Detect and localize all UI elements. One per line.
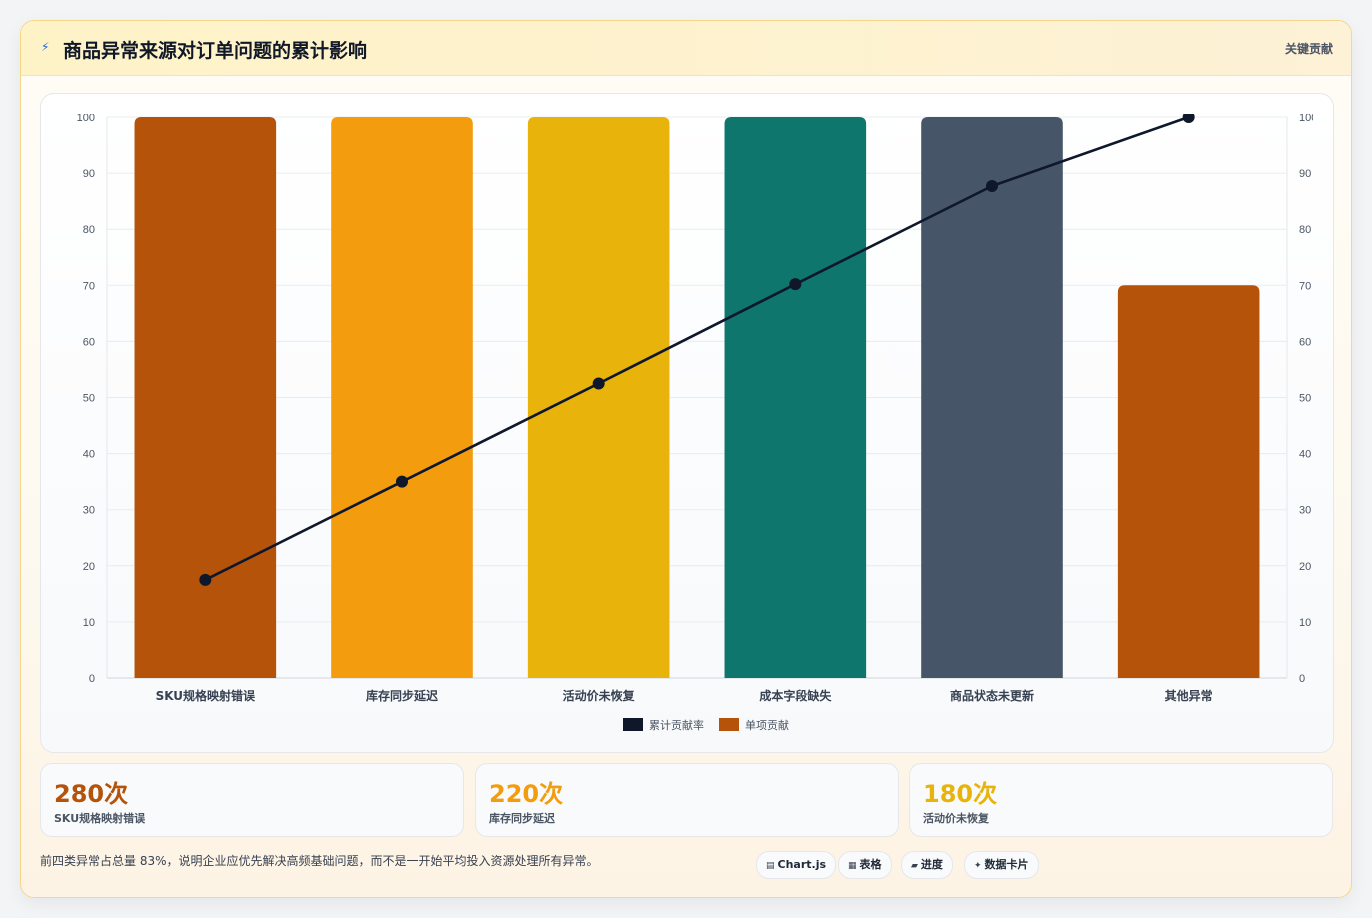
- y-tick-label: 100: [77, 114, 95, 124]
- bar: [134, 117, 277, 678]
- chart-container: 0 10 20 30 40 50 60 70 80 90 100 0 10 20 30 40 50 60 70 80 9…: [40, 93, 1334, 753]
- stat-card: 180次 活动价未恢复: [909, 763, 1333, 837]
- y-tick-label: 50: [83, 393, 95, 405]
- footer-note: 前四类异常占总量 83%，说明企业应优先解决高频基础问题，而不是一开始平均投入资…: [40, 854, 599, 868]
- x-tick-label: 成本字段缺失: [759, 688, 832, 703]
- y2-tick-label: 40: [1299, 449, 1311, 461]
- y-tick-label: 10: [83, 617, 95, 629]
- sparkle-icon: ✦: [974, 861, 982, 871]
- y2-tick-label: 10: [1299, 617, 1311, 629]
- x-tick-label: 商品状态未更新: [950, 688, 1034, 703]
- chip-table[interactable]: ▦ 表格: [838, 851, 892, 879]
- cumulative-line: [204, 115, 1190, 581]
- y2-tick-label: 30: [1299, 505, 1311, 517]
- y2-tick-label: 80: [1299, 224, 1311, 236]
- line-point: [986, 180, 998, 193]
- header-tag: 关键贡献: [1284, 42, 1333, 56]
- y-tick-label: 80: [83, 224, 95, 236]
- line-point: [789, 278, 802, 291]
- card-title: 商品异常来源对订单问题的累计影响: [63, 40, 368, 62]
- x-tick-label: SKU规格映射错误: [156, 688, 256, 703]
- pareto-chart: 0 10 20 30 40 50 60 70 80 90 100 0 10 20 30 40 50 60 70 80 9…: [77, 114, 1313, 732]
- x-tick-label: 其他异常: [1165, 688, 1213, 703]
- y2-tick-label: 20: [1299, 561, 1311, 573]
- bar: [1117, 285, 1260, 678]
- y-tick-label: 70: [83, 280, 95, 292]
- y2-tick-label: 100: [1299, 114, 1313, 124]
- line-point: [396, 475, 408, 488]
- stat-value: 180次: [923, 780, 998, 808]
- card-header: ⚡ 商品异常来源对订单问题的累计影响 关键贡献: [21, 21, 1351, 76]
- stat-label: 库存同步延迟: [489, 812, 555, 825]
- chip-chartjs[interactable]: ▤ Chart.js: [756, 851, 837, 879]
- legend-swatch: [623, 718, 643, 731]
- legend-swatch: [719, 718, 739, 731]
- chip-data-card[interactable]: ✦ 数据卡片: [964, 851, 1039, 879]
- bar: [921, 117, 1063, 678]
- y-tick-label: 0: [89, 673, 95, 685]
- chart-icon: ▤: [766, 861, 775, 871]
- x-tick-label: 库存同步延迟: [366, 688, 438, 703]
- stat-label: 活动价未恢复: [923, 812, 989, 825]
- stat-card: 280次 SKU规格映射错误: [40, 763, 464, 837]
- x-tick-label: 活动价未恢复: [563, 688, 636, 703]
- line-point: [1182, 114, 1195, 123]
- y2-tick-label: 60: [1299, 336, 1311, 348]
- bar: [724, 117, 867, 678]
- y-tick-label: 20: [83, 561, 95, 573]
- y2-tick-label: 70: [1299, 280, 1311, 292]
- chip-progress[interactable]: ▰ 进度: [901, 851, 953, 879]
- progress-icon: ▰: [911, 861, 918, 871]
- y-tick-label: 30: [83, 505, 95, 517]
- y-tick-label: 40: [83, 449, 95, 461]
- chart-card: ⚡ 商品异常来源对订单问题的累计影响 关键贡献 0 10 20 30 40 50 60 70 8…: [20, 20, 1352, 898]
- y2-tick-label: 90: [1299, 168, 1311, 180]
- table-icon: ▦: [848, 861, 857, 871]
- bar: [527, 117, 670, 678]
- stat-label: SKU规格映射错误: [54, 812, 146, 825]
- y2-tick-label: 50: [1299, 393, 1311, 405]
- y-tick-label: 90: [83, 168, 95, 180]
- y2-tick-label: 0: [1299, 673, 1305, 685]
- lightning-icon: ⚡: [41, 40, 50, 54]
- bar: [331, 117, 473, 678]
- stat-cards: 280次 SKU规格映射错误 220次 库存同步延迟 180次 活动价未恢复: [40, 763, 1334, 837]
- y-tick-label: 60: [83, 336, 95, 348]
- stat-card: 220次 库存同步延迟: [475, 763, 899, 837]
- legend-label: 累计贡献率: [649, 718, 704, 732]
- line-point: [199, 573, 212, 586]
- legend-label: 单项贡献: [745, 718, 789, 732]
- stat-value: 280次: [54, 780, 129, 808]
- line-point: [592, 377, 605, 390]
- stat-value: 220次: [489, 780, 564, 808]
